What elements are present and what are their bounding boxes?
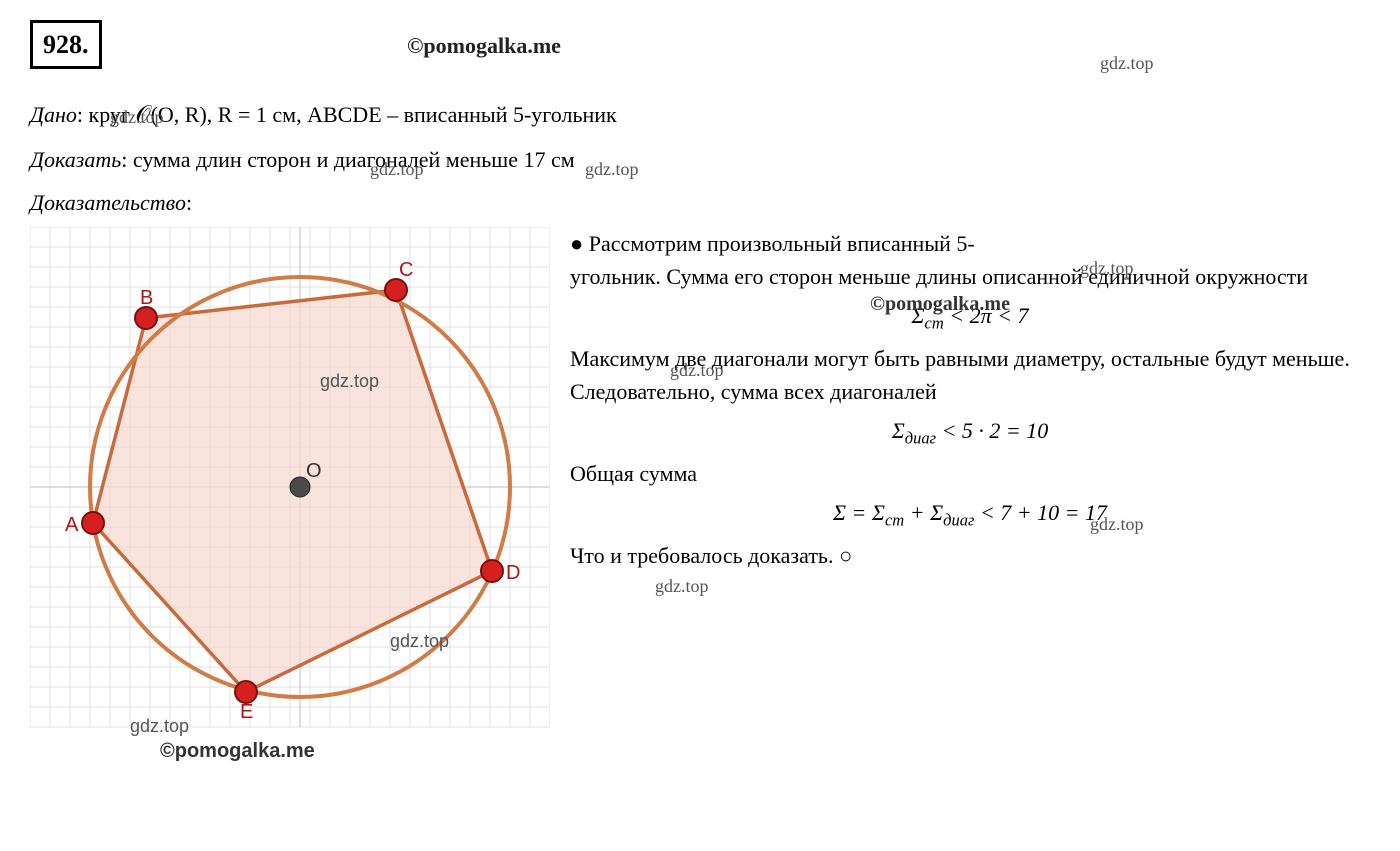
- proof-colon: :: [186, 190, 192, 215]
- proof-label: Доказательство: [30, 190, 186, 215]
- svg-text:A: A: [65, 514, 79, 536]
- proof-para-3: Общая сумма: [570, 457, 1370, 490]
- svg-text:E: E: [240, 701, 253, 723]
- main-row: O A B C D Egdz.top gdz.top gdz.top ©pomogalka.me…: [30, 227, 1370, 777]
- prove-line: Доказать: сумма длин сторон и диагоналей…: [30, 143, 1370, 176]
- svg-text:©pomogalka.me: ©pomogalka.me: [160, 740, 315, 762]
- formula3-b: + Σ: [904, 500, 943, 525]
- formula-2: Σдиаг < 5 · 2 = 10: [570, 414, 1370, 451]
- wm-gdz: gdz.top: [655, 573, 709, 600]
- qed-line: Что и требовалось доказать. ○: [570, 539, 1370, 572]
- diagram-column: O A B C D Egdz.top gdz.top gdz.top ©pomogalka.me: [30, 227, 550, 777]
- problem-number: 928.: [30, 20, 102, 69]
- svg-text:gdz.top: gdz.top: [320, 371, 379, 391]
- svg-text:D: D: [506, 562, 520, 584]
- formula-1: Σст < 2π < 7: [570, 299, 1370, 336]
- formula3-a: Σ = Σ: [833, 500, 885, 525]
- wm-pomogalka: ©pomogalka.me: [407, 29, 561, 62]
- proof-para-2: Максимум две диагонали могут быть равным…: [570, 342, 1370, 408]
- svg-text:gdz.top: gdz.top: [390, 631, 449, 651]
- formula1-sub: ст: [925, 313, 944, 332]
- formula2-sub: диаг: [905, 429, 936, 448]
- header-row: 928. ©pomogalka.me: [30, 20, 1370, 87]
- formula1-sym: Σ: [911, 303, 924, 328]
- given-text-2: (O, R), R = 1 см, ABCDE – вписанный 5-уг…: [151, 102, 617, 127]
- proof-label-line: Доказательство:: [30, 186, 1370, 219]
- given-label: Дано: [30, 102, 77, 127]
- formula3-sub1: ст: [885, 511, 904, 530]
- formula2-tail: < 5 · 2 = 10: [936, 418, 1048, 443]
- formula3-sub2: диаг: [943, 511, 974, 530]
- formula2-pre: Σ: [892, 418, 905, 443]
- given-script-o: 𝒪: [135, 102, 150, 128]
- proof-text-column: gdz.top ©pomogalka.me gdz.top gdz.top gd…: [570, 227, 1370, 572]
- svg-text:gdz.top: gdz.top: [130, 716, 189, 736]
- geometry-diagram: O A B C D Egdz.top gdz.top gdz.top ©pomogalka.me: [30, 227, 550, 777]
- para1-b: угольник. Сумма его сторон меньше длины …: [570, 264, 1308, 289]
- page-container: gdz.top gdz.top gdz.top gdz.top 928. ©po…: [30, 20, 1370, 777]
- svg-text:O: O: [306, 460, 322, 482]
- formula-3: Σ = Σст + Σдиаг < 7 + 10 = 17: [570, 496, 1370, 533]
- svg-text:C: C: [399, 259, 413, 281]
- prove-text: : сумма длин сторон и диагоналей меньше …: [121, 147, 574, 172]
- given-text-1: : круг: [77, 102, 136, 127]
- given-line: Дано: круг 𝒪(O, R), R = 1 см, ABCDE – вп…: [30, 97, 1370, 133]
- proof-para-1: ● Рассмотрим произвольный вписанный 5- у…: [570, 227, 1370, 293]
- prove-label: Доказать: [30, 147, 121, 172]
- para1-a: ● Рассмотрим произвольный вписанный 5-: [570, 231, 975, 256]
- formula3-c: < 7 + 10 = 17: [974, 500, 1107, 525]
- svg-text:B: B: [140, 287, 153, 309]
- formula1-tail: < 2π < 7: [944, 303, 1029, 328]
